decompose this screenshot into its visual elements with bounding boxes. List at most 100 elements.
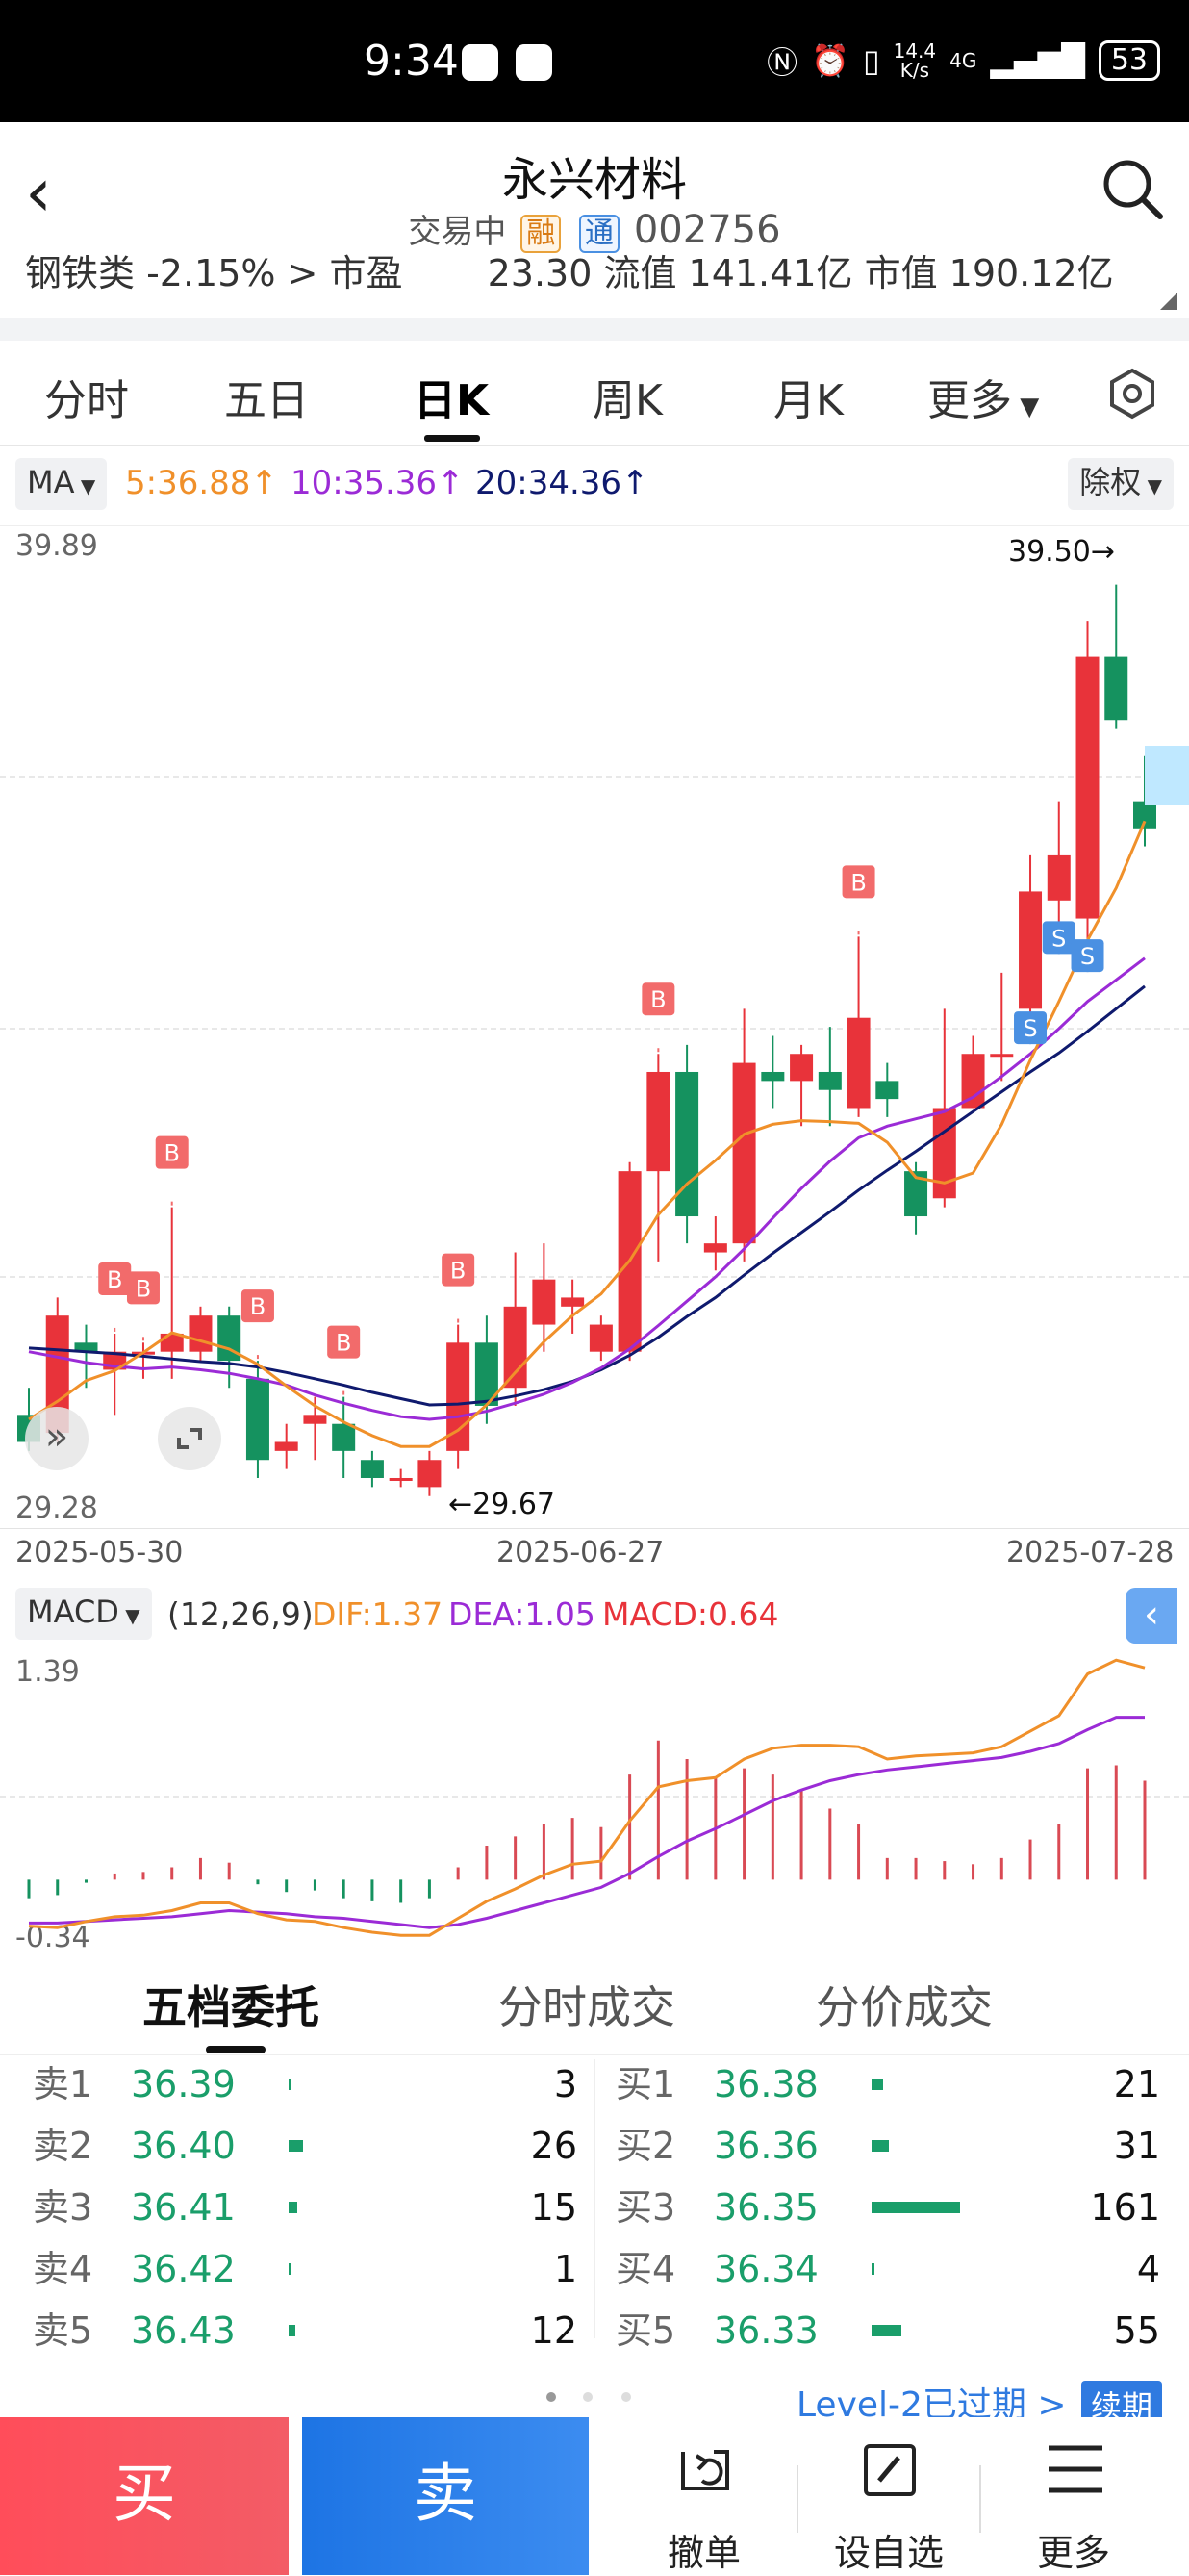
level-label: 买5 <box>616 2309 676 2352</box>
sell-signal-marker: S <box>1042 921 1075 955</box>
tab-intraday[interactable]: 分时 <box>44 376 129 425</box>
level-price: 36.40 <box>131 2125 236 2167</box>
level-price: 36.38 <box>714 2063 819 2105</box>
volume-bar <box>289 2079 291 2090</box>
ma10-value: 10:35.36↑ <box>291 464 465 502</box>
macd-selector[interactable]: MACD ▼ <box>15 1588 152 1640</box>
status-bar: 9:34 Ⓝ ⏰ ▯ 14.4 K/s 4G ▂▄▆█ 53 <box>0 0 1189 122</box>
nfc-icon: Ⓝ <box>767 44 798 81</box>
collapse-panel-icon[interactable]: ‹ <box>1126 1588 1177 1644</box>
sell-signal-marker: S <box>1071 939 1104 973</box>
ask-row-3[interactable]: 卖3 36.41 15 <box>19 2181 577 2234</box>
signal-icon: ▂▄▆█ <box>990 42 1085 79</box>
macd-chart[interactable] <box>0 1645 1189 1951</box>
macd-value: MACD:0.64 <box>602 1595 779 1633</box>
volume-bar <box>289 2140 303 2152</box>
app-notification-icon <box>462 44 498 81</box>
tab-price-volume[interactable]: 分价成交 <box>816 1981 993 2033</box>
more-button[interactable]: 更多 <box>977 2417 1170 2575</box>
grid-line <box>0 1276 1189 1278</box>
divider <box>979 2465 981 2533</box>
status-icons: Ⓝ ⏰ ▯ 14.4 K/s 4G ▂▄▆█ 53 <box>767 38 1160 83</box>
candle-body <box>274 1441 298 1451</box>
candle-body <box>332 1423 356 1451</box>
trading-status: 交易中 <box>408 213 507 251</box>
level-price: 36.34 <box>714 2248 819 2290</box>
level-label: 卖4 <box>33 2248 93 2290</box>
add-watchlist-button[interactable]: 设自选 <box>793 2417 985 2575</box>
ask-row-5[interactable]: 卖5 36.43 12 <box>19 2304 577 2358</box>
candle-body <box>1047 854 1071 901</box>
macd-y-max: 1.39 <box>15 1655 80 1689</box>
ma5-line <box>28 820 1147 1448</box>
tab-more[interactable]: 更多 ▼ <box>927 376 1040 425</box>
level-label: 卖5 <box>33 2309 93 2352</box>
ma10-line <box>28 956 1146 1421</box>
adjust-selector[interactable]: 除权 ▼ <box>1068 458 1174 510</box>
volume-bar <box>872 2140 889 2152</box>
candle-body <box>847 1017 871 1109</box>
bid-row-3[interactable]: 买3 36.35 161 <box>602 2181 1160 2234</box>
stock-subtitle: 交易中 融 通 002756 <box>0 205 1189 253</box>
candle-body <box>646 1071 670 1172</box>
settings-hexagon-icon[interactable] <box>1106 368 1158 420</box>
search-icon[interactable] <box>1099 155 1166 222</box>
ma20-value: 20:34.36↑ <box>475 464 649 502</box>
volume-bar <box>872 2263 874 2275</box>
industry-info: 钢铁类 -2.15% > 市盈 23.30 流值 141.41亿 市值 190.… <box>25 252 1114 294</box>
tab-tick-trades[interactable]: 分时成交 <box>498 1981 675 2033</box>
tab-five-day[interactable]: 五日 <box>224 376 309 425</box>
cancel-order-button[interactable]: 撤单 <box>608 2417 800 2575</box>
bid-row-4[interactable]: 买4 36.34 4 <box>602 2242 1160 2296</box>
svg-text:B: B <box>650 986 666 1013</box>
bid-row-1[interactable]: 买1 36.38 21 <box>602 2057 1160 2111</box>
macd-legend-row: MACD ▼ (12,26,9) DIF:1.37 DEA:1.05 MACD:… <box>0 1578 1189 1647</box>
candle-body <box>303 1415 327 1424</box>
svg-text:B: B <box>450 1258 466 1285</box>
undo-icon <box>681 2450 729 2490</box>
orderbook-tabs: 五档委托 分时成交 分价成交 <box>0 1953 1189 2055</box>
volume-bar <box>872 2079 883 2090</box>
ask-row-1[interactable]: 卖1 36.39 3 <box>19 2057 577 2111</box>
tab-monthly-k[interactable]: 月K <box>773 376 844 425</box>
stock-header: ‹ 永兴材料 交易中 融 通 002756 <box>0 122 1189 257</box>
date-label-mid: 2025-06-27 <box>496 1536 665 1569</box>
candle-body <box>1075 656 1100 919</box>
level-label: 卖2 <box>33 2125 93 2167</box>
tab-daily-k[interactable]: 日K <box>414 376 490 425</box>
connect-tag: 通 <box>579 215 620 253</box>
buy-signal-marker: B <box>240 1289 274 1362</box>
chevron-down-icon: ▼ <box>1141 474 1162 497</box>
fullscreen-icon[interactable] <box>158 1407 221 1470</box>
tab-five-levels[interactable]: 五档委托 <box>142 1981 319 2033</box>
back-arrow-icon[interactable]: ‹ <box>25 153 52 232</box>
buy-signal-marker: B <box>642 982 675 1055</box>
info-strip[interactable]: 钢铁类 -2.15% > 市盈 23.30 流值 141.41亿 市值 190.… <box>0 245 1189 295</box>
app-notification-icon-2 <box>516 44 552 81</box>
candle-body <box>532 1279 556 1325</box>
buy-button[interactable]: 买 <box>0 2417 289 2575</box>
ask-row-2[interactable]: 卖2 36.40 26 <box>19 2119 577 2173</box>
high-price-label: 39.50→ <box>1008 535 1116 569</box>
ma5-value: 5:36.88↑ <box>125 464 278 502</box>
level-quantity: 26 <box>530 2125 577 2167</box>
candle-body <box>703 1243 727 1253</box>
candle-body <box>875 1081 899 1100</box>
svg-text:B: B <box>164 1140 179 1167</box>
bid-row-5[interactable]: 买5 36.33 55 <box>602 2304 1160 2358</box>
candle-body <box>561 1297 585 1307</box>
level-label: 买3 <box>616 2186 676 2229</box>
svg-text:B: B <box>336 1330 351 1357</box>
sell-button[interactable]: 卖 <box>302 2417 589 2575</box>
ma-selector[interactable]: MA ▼ <box>15 458 108 510</box>
expand-left-icon[interactable]: » <box>25 1407 89 1470</box>
expand-corner-icon[interactable] <box>1160 293 1177 310</box>
volume-bar <box>872 2325 902 2336</box>
grid-line <box>0 776 1189 778</box>
candle-body <box>446 1342 470 1451</box>
stock-name: 永兴材料 <box>501 153 687 207</box>
bid-row-2[interactable]: 买2 36.36 31 <box>602 2119 1160 2173</box>
tab-weekly-k[interactable]: 周K <box>593 376 663 425</box>
ask-row-4[interactable]: 卖4 36.42 1 <box>19 2242 577 2296</box>
